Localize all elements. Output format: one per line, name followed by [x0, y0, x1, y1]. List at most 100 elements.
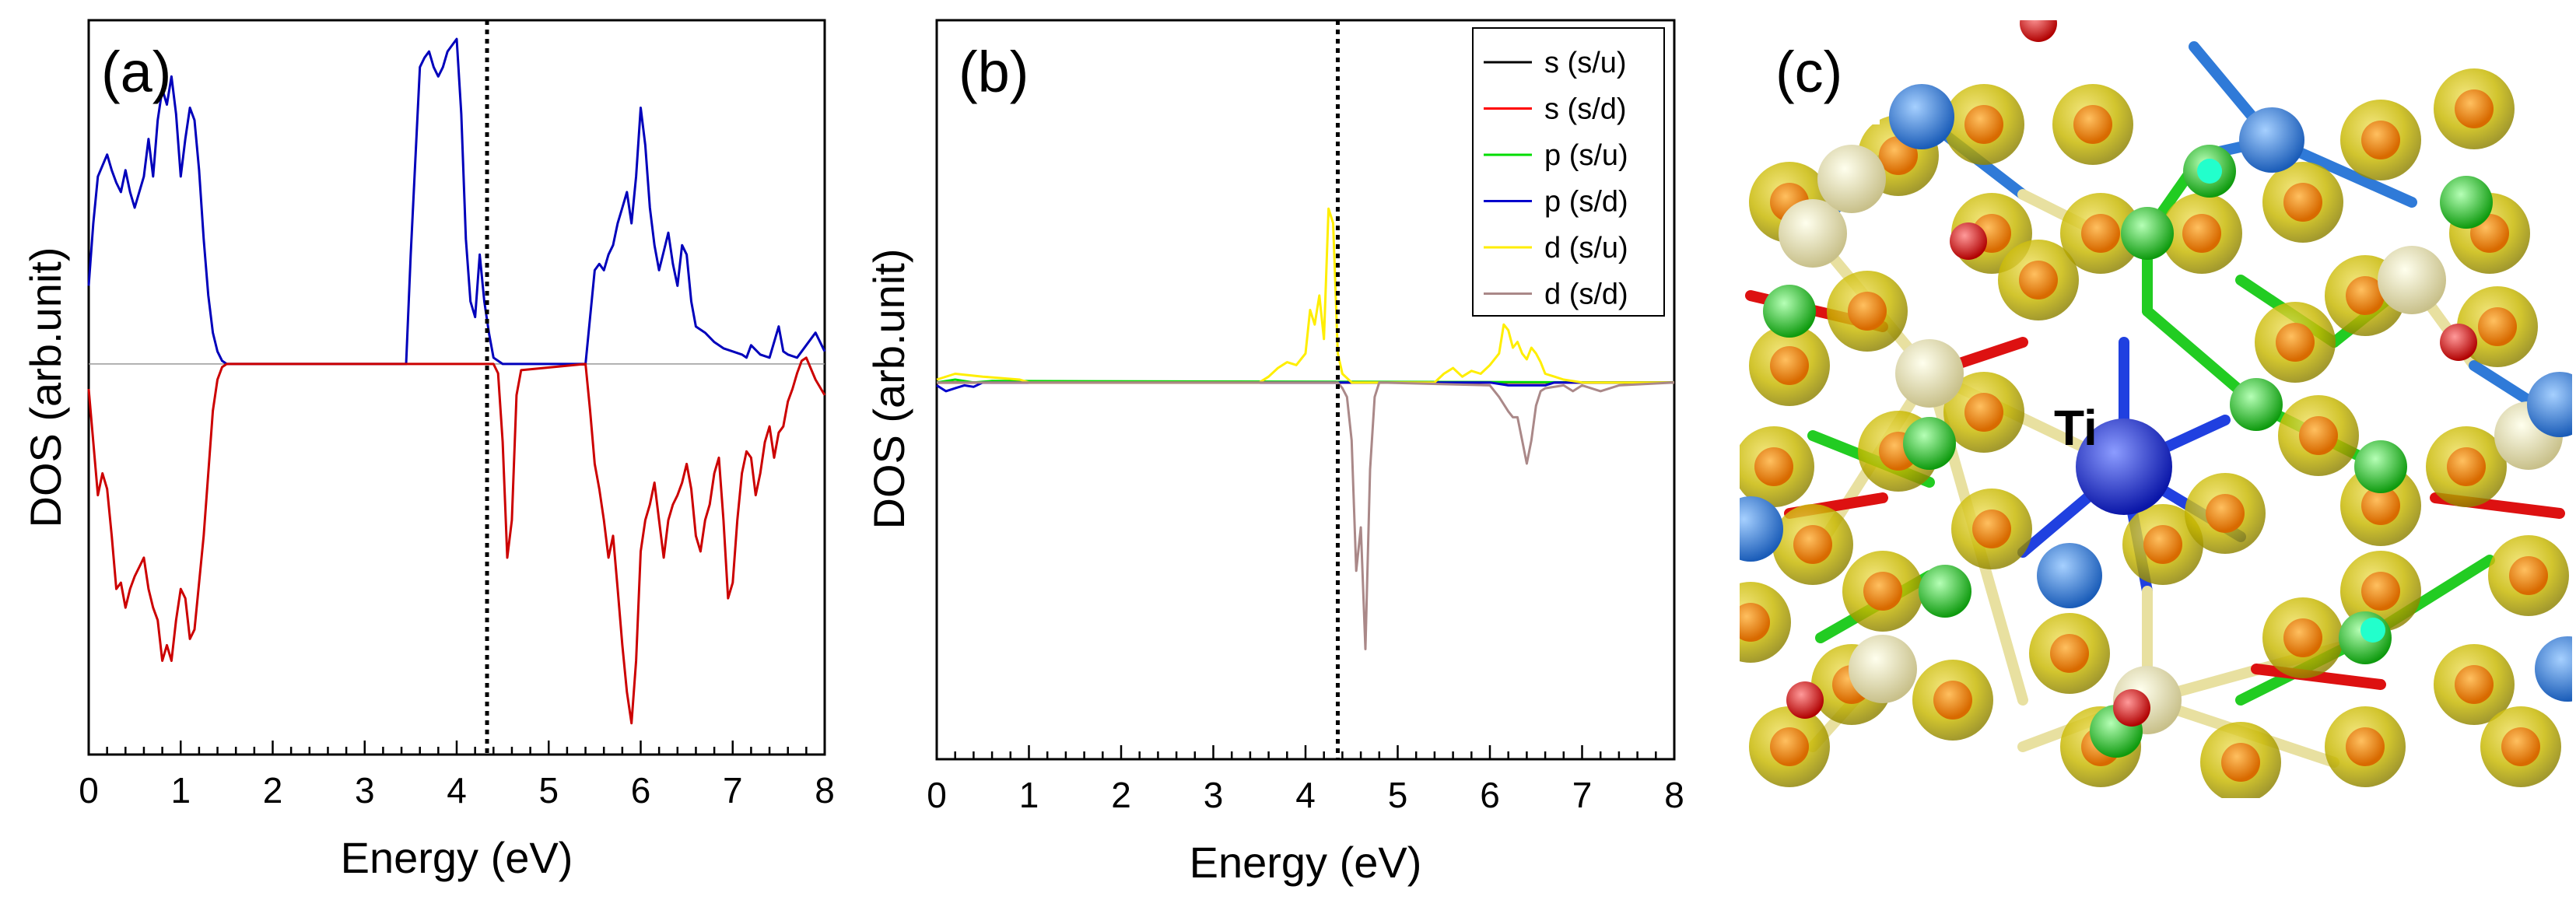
panel-b-y-axis-label: DOS (arb.unit) [864, 249, 913, 530]
blue-atom [1740, 496, 1783, 562]
green-atom [1763, 285, 1816, 338]
oxygen-core-atom [2276, 323, 2315, 362]
green-atom [1903, 417, 1956, 470]
x-tick-label: 1 [1019, 775, 1039, 815]
blue-atom [1889, 84, 1954, 149]
oxygen-core-atom [1740, 603, 1770, 642]
series-line-1 [87, 356, 826, 725]
legend-entry-label: d (s/d) [1544, 278, 1628, 311]
green-atom [2121, 207, 2174, 260]
ti-atom [2076, 418, 2172, 515]
panel-a-plot-area [87, 20, 826, 755]
red-atom [1786, 681, 1824, 719]
legend-entry-label: p (s/d) [1544, 186, 1628, 219]
tan-atom [1779, 199, 1847, 268]
x-tick-label: 2 [1111, 775, 1131, 815]
panel-c-label-box [1741, 22, 1880, 124]
tan-atom [2378, 246, 2446, 314]
legend-entry-label: p (s/u) [1544, 139, 1628, 172]
x-tick-label: 7 [723, 770, 743, 811]
legend-box [1472, 27, 1665, 317]
panel-b-plot-area [936, 20, 1675, 759]
x-tick-label: 3 [1204, 775, 1224, 815]
oxygen-core-atom [2073, 105, 2112, 144]
oxygen-core-atom [2050, 634, 2089, 673]
x-tick-label: 7 [1572, 775, 1593, 815]
oxygen-core-atom [1793, 525, 1832, 564]
x-tick-label: 1 [170, 770, 191, 811]
tan-atom [1895, 339, 1964, 408]
panel-b-label: (b) [959, 40, 1029, 104]
oxygen-core-atom [1848, 292, 1887, 331]
oxygen-core-atom [1770, 346, 1809, 385]
oxygen-core-atom [2221, 743, 2260, 782]
tan-atom [1817, 145, 1886, 213]
red-atom [2440, 324, 2477, 361]
x-tick-label: 4 [1295, 775, 1316, 815]
oxygen-core-atom [2019, 261, 2058, 299]
blue-atom [2239, 107, 2304, 173]
oxygen-core-atom [2501, 727, 2540, 766]
cyan-atom [2360, 618, 2385, 643]
blue-atom [2037, 543, 2102, 608]
oxygen-core-atom [2455, 665, 2494, 704]
red-atom [1950, 222, 1987, 260]
panel-a-plot-frame [87, 19, 826, 756]
panel-a-y-axis-label: DOS (arb.unit) [21, 247, 70, 528]
bond [2251, 664, 2386, 690]
red-atom [2113, 689, 2150, 727]
legend-entry-label: s (s/u) [1544, 47, 1627, 79]
oxygen-core-atom [2478, 307, 2517, 346]
blue-atom [2535, 636, 2572, 702]
oxygen-core-atom [1933, 681, 1972, 720]
green-atom [2440, 176, 2493, 229]
oxygen-core-atom [1972, 510, 2011, 548]
x-tick-label: 0 [79, 770, 99, 811]
panel-b-x-axis-label: Energy (eV) [1190, 838, 1422, 887]
x-tick-label: 6 [1480, 775, 1500, 815]
oxygen-core-atom [1964, 393, 2003, 432]
oxygen-core-atom [2346, 727, 2385, 766]
x-tick-label: 8 [815, 770, 835, 811]
green-atom [2230, 378, 2283, 431]
cyan-atom [2197, 159, 2222, 184]
x-tick-label: 8 [1664, 775, 1684, 815]
blue-atom [2527, 372, 2572, 437]
oxygen-core-atom [2182, 214, 2221, 253]
series-line-dsd-5 [937, 381, 1675, 650]
panel-b-legend: s (s/u) s (s/d) p (s/u) p (s/d) d (s/u) d (s/… [1472, 27, 1665, 317]
legend-entry-label: s (s/d) [1544, 93, 1627, 126]
red-atom [2020, 20, 2057, 42]
oxygen-core-atom [1770, 727, 1809, 766]
oxygen-core-atom [1754, 447, 1793, 486]
x-tick-label: 0 [927, 775, 947, 815]
oxygen-core-atom [2206, 494, 2245, 533]
x-tick-label: 6 [631, 770, 651, 811]
tan-atom [1849, 635, 1917, 703]
series-line-dsu-4 [936, 207, 1674, 384]
ti-atom-label: Ti [2054, 400, 2098, 456]
oxygen-core-atom [2081, 214, 2120, 253]
oxygen-core-atom [2455, 89, 2494, 128]
panel-b: 0 1 2 3 4 5 6 7 8 (b) Energy (eV) DOS (arb.unit)… [864, 19, 1684, 887]
x-tick-label: 4 [447, 770, 467, 811]
series-line-0 [87, 37, 826, 366]
panel-a-x-ticks: 0 1 2 3 4 5 6 7 8 [79, 741, 835, 811]
oxygen-core-atom [2361, 572, 2400, 611]
x-tick-label: 2 [263, 770, 283, 811]
panel-c-structure-image: (c) Ti [1740, 20, 2572, 798]
crystal-structure [1740, 20, 2572, 798]
oxygen-core-atom [2361, 121, 2400, 159]
oxygen-core-atom [2346, 276, 2385, 315]
oxygen-core-atom [2361, 486, 2400, 525]
panel-a-label: (a) [101, 40, 171, 104]
x-tick-label: 5 [1388, 775, 1408, 815]
panel-a-x-axis-label: Energy (eV) [341, 833, 573, 882]
x-tick-label: 3 [355, 770, 375, 811]
series-line-psd-3 [936, 381, 1674, 393]
green-atom [1919, 565, 1971, 618]
panel-b-x-ticks: 0 1 2 3 4 5 6 7 8 [927, 745, 1684, 815]
oxygen-core-atom [2299, 416, 2338, 455]
oxygen-core-atom [2447, 447, 2486, 486]
